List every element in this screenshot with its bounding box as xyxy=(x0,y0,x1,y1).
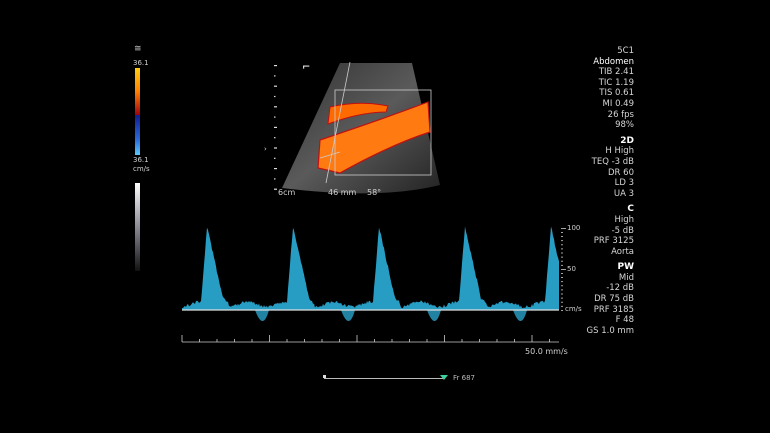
spectral-trace xyxy=(182,226,559,321)
velocity-tick xyxy=(561,310,563,311)
reverse-flow xyxy=(255,310,269,321)
mode-2d-item: UA 3 xyxy=(587,189,634,200)
mode-pw-item: DR 75 dB xyxy=(587,294,634,305)
mode-c-item: Aorta xyxy=(587,247,634,258)
depth-tick xyxy=(274,96,276,97)
orientation-marker: ⌐ xyxy=(302,62,310,73)
scale-label-50: 50 xyxy=(567,265,576,273)
cine-frame-label: Fr 687 xyxy=(453,374,475,382)
scale-unit: cm/s xyxy=(565,305,582,313)
velocity-tick xyxy=(561,302,563,303)
color-velocity-bar-negative xyxy=(135,115,140,155)
depth-tick xyxy=(274,86,277,87)
velocity-tick xyxy=(561,294,563,295)
color-map-icon: ≅ xyxy=(134,44,142,54)
mode-pw-item: Mid xyxy=(587,273,634,284)
mode-pw-item: PRF 3185 xyxy=(587,305,634,316)
velocity-tick xyxy=(561,285,563,286)
bmode-color-image: › ⌐ xyxy=(260,40,460,205)
velocity-tick xyxy=(561,232,563,233)
reverse-flow xyxy=(427,310,441,321)
velocity-tick xyxy=(561,257,563,258)
angle-label: 58° xyxy=(367,188,381,197)
velocity-tick xyxy=(561,277,563,278)
parameters-panel: 5C1 Abdomen TIB 2.41 TIC 1.19 TIS 0.61 M… xyxy=(587,46,634,336)
depth-tick xyxy=(274,75,276,76)
depth-scale: › xyxy=(264,65,277,190)
velocity-tick xyxy=(561,244,563,245)
grayscale-bar xyxy=(135,183,140,271)
velocity-tick xyxy=(561,273,563,274)
color-bar-unit: cm/s xyxy=(133,165,150,173)
velocity-scale xyxy=(561,228,566,311)
mode-pw-item: GS 1.0 mm xyxy=(587,326,634,337)
depth-tick xyxy=(274,189,277,190)
depth-label: 6cm xyxy=(278,188,295,197)
depth-tick xyxy=(274,137,276,138)
mode-c-title: C xyxy=(587,204,634,215)
velocity-tick xyxy=(561,306,563,307)
mode-pw-title: PW xyxy=(587,262,634,273)
velocity-tick xyxy=(561,249,563,250)
velocity-tick xyxy=(561,236,563,237)
velocity-tick xyxy=(561,265,563,266)
power: 98% xyxy=(587,120,634,131)
scale-label-100: 100 xyxy=(567,224,580,232)
mode-2d-item: TEQ -3 dB xyxy=(587,157,634,168)
mode-c-item: PRF 3125 xyxy=(587,236,634,247)
depth-tick xyxy=(274,158,276,159)
depth-tick xyxy=(274,127,277,128)
doppler-spectrum xyxy=(175,200,575,360)
mode-c-item: High xyxy=(587,215,634,226)
gate-depth-label: 46 mm xyxy=(328,188,356,197)
color-bar-top-label: 36.1 xyxy=(133,59,149,67)
cine-start-marker xyxy=(323,375,326,378)
time-scale xyxy=(182,335,559,342)
depth-tick xyxy=(274,65,277,66)
depth-tick xyxy=(274,117,276,118)
tib: TIB 2.41 xyxy=(587,67,634,78)
velocity-tick xyxy=(561,253,563,254)
tic: TIC 1.19 xyxy=(587,78,634,89)
cine-position-handle[interactable] xyxy=(440,375,448,380)
depth-tick xyxy=(274,178,276,179)
reverse-flow xyxy=(513,310,527,321)
reverse-flow xyxy=(341,310,355,321)
velocity-tick xyxy=(561,240,563,241)
velocity-tick xyxy=(561,281,563,282)
mode-pw-item: -12 dB xyxy=(587,283,634,294)
fps: 26 fps xyxy=(587,110,634,121)
sweep-speed: 50.0 mm/s xyxy=(525,347,568,356)
transducer: 5C1 xyxy=(587,46,634,57)
cine-slider[interactable] xyxy=(324,378,444,379)
velocity-tick xyxy=(561,298,563,299)
depth-tick xyxy=(274,168,277,169)
mode-2d-title: 2D xyxy=(587,136,634,147)
mode-c-item: -5 dB xyxy=(587,226,634,237)
mode-2d-item: H High xyxy=(587,146,634,157)
tis: TIS 0.61 xyxy=(587,88,634,99)
preset: Abdomen xyxy=(587,57,634,68)
mi: MI 0.49 xyxy=(587,99,634,110)
color-velocity-bar xyxy=(135,68,140,115)
mode-2d-item: LD 3 xyxy=(587,178,634,189)
velocity-tick xyxy=(561,228,566,229)
velocity-tick xyxy=(561,269,566,270)
velocity-tick xyxy=(561,290,563,291)
focus-marker: › xyxy=(264,145,267,153)
color-bar-bottom-label: 36.1 xyxy=(133,156,149,164)
depth-tick xyxy=(274,147,277,148)
velocity-tick xyxy=(561,261,563,262)
mode-2d-item: DR 60 xyxy=(587,168,634,179)
mode-pw-item: F 48 xyxy=(587,315,634,326)
depth-tick xyxy=(274,106,277,107)
spectral-envelope xyxy=(182,226,559,310)
